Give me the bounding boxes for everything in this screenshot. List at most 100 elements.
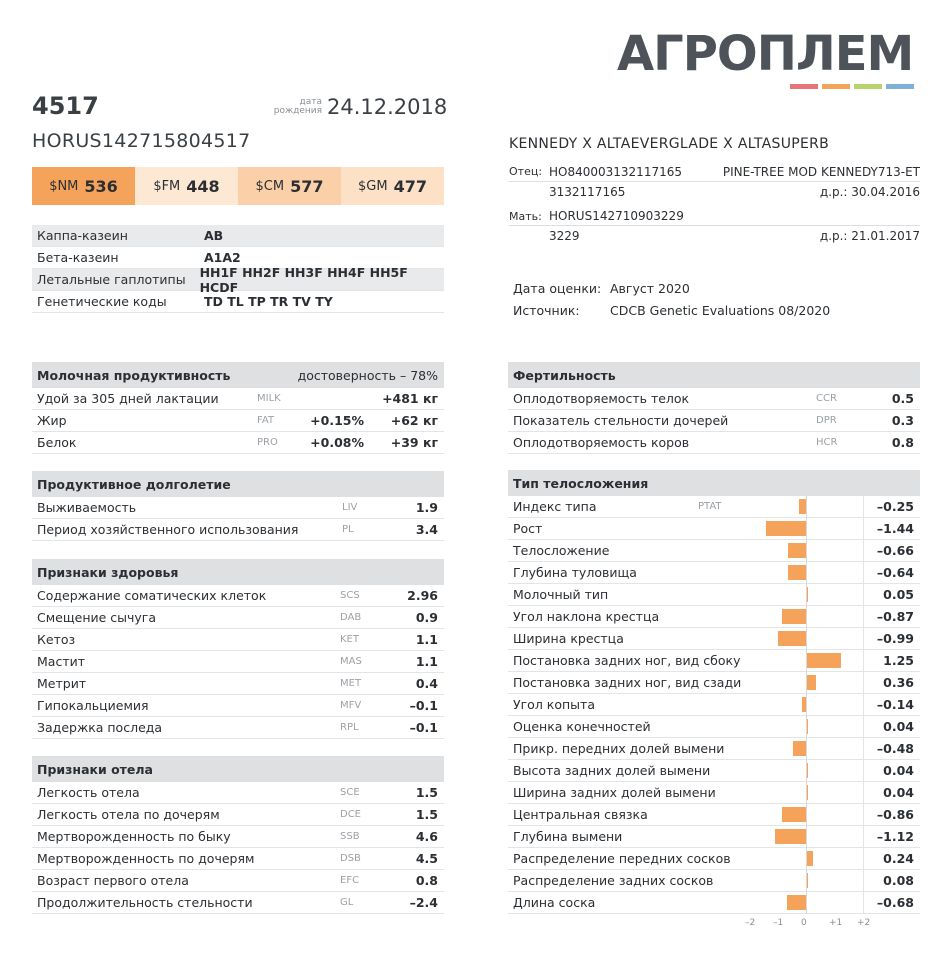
section-header: Тип телосложения xyxy=(508,470,920,496)
trait-name: Задержка последа xyxy=(37,720,163,735)
trait-row: Удой за 305 дней лактации MILK +481 кг xyxy=(32,388,444,410)
trait-name: Глубина вымени xyxy=(513,829,623,844)
trait-code: FAT xyxy=(257,415,275,426)
trait-row: Возраст первого отела EFC 0.8 xyxy=(32,870,444,892)
trait-value: 0.04 xyxy=(883,719,914,734)
conformation-row: Оценка конечностей 0.04 xyxy=(508,716,920,738)
trait-row: Мертворожденность по быку SSB 4.6 xyxy=(32,826,444,848)
trait-row: Содержание соматических клеток SCS 2.96 xyxy=(32,585,444,607)
genetics-table: Каппа-казеин AB Бета-казеин A1A2 Летальные г… xyxy=(32,225,444,313)
genetics-value: A1A2 xyxy=(204,250,241,265)
health-section: Признаки здоровья Содержание соматических… xyxy=(32,559,444,739)
trait-row: Мертворожденность по дочерям DSB 4.5 xyxy=(32,848,444,870)
trait-name: Метрит xyxy=(37,676,87,691)
trait-code: MET xyxy=(340,678,362,689)
trait-row: Метрит MET 0.4 xyxy=(32,673,444,695)
trait-code: DAB xyxy=(340,612,362,623)
trait-code: GL xyxy=(340,897,354,908)
conformation-row: Постановка задних ног, вид сбоку 1.25 xyxy=(508,650,920,672)
trait-name: Распределение передних сосков xyxy=(513,851,731,866)
section-title: Продуктивное долголетие xyxy=(37,476,231,492)
conformation-bar xyxy=(778,631,806,646)
trait-name: Угол наклона крестца xyxy=(513,609,660,624)
index-3: $GM 477 xyxy=(341,167,444,205)
sire-block: Отец: HO840003132117165 PINE-TREE MOD KENN… xyxy=(509,165,920,199)
trait-value: +481 кг xyxy=(382,391,438,406)
trait-name: Белок xyxy=(37,435,77,450)
trait-name: Жир xyxy=(37,413,67,428)
trait-value: 0.08 xyxy=(883,873,914,888)
trait-name: Угол копыта xyxy=(513,697,595,712)
trait-name: Высота задних долей вымени xyxy=(513,763,711,778)
axis-tick-label: +1 xyxy=(829,918,843,928)
trait-value: 0.3 xyxy=(891,413,914,428)
sire-name: PINE-TREE MOD KENNEDY713-ET xyxy=(722,165,920,179)
trait-value: –1.12 xyxy=(876,829,914,844)
trait-name: Центральная связка xyxy=(513,807,648,822)
axis-tick-label: –1 xyxy=(773,918,784,928)
section-title: Признаки здоровья xyxy=(37,564,179,580)
conformation-bar xyxy=(774,829,806,844)
trait-name: Телосложение xyxy=(513,543,610,558)
trait-value: –0.1 xyxy=(409,698,438,713)
index-name: $GM xyxy=(358,178,388,194)
trait-value: +62 кг xyxy=(390,413,438,428)
stripe-red xyxy=(790,84,818,89)
conformation-section: Тип телосложения Индекс типа PTAT –0.25 Рост… xyxy=(508,470,920,928)
conformation-row: Телосложение –0.66 xyxy=(508,540,920,562)
conformation-bar xyxy=(781,609,806,624)
trait-code: HCR xyxy=(816,437,838,448)
trait-value: –0.48 xyxy=(876,741,914,756)
trait-code: MAS xyxy=(340,656,362,667)
trait-row: Кетоз KET 1.1 xyxy=(32,629,444,651)
trait-row: Мастит MAS 1.1 xyxy=(32,651,444,673)
trait-code: PRO xyxy=(257,437,278,448)
trait-name: Глубина туловища xyxy=(513,565,637,580)
trait-value: 1.1 xyxy=(415,632,438,647)
animal-id: 4517 xyxy=(32,92,99,120)
genetics-label: Генетические коды xyxy=(37,294,167,309)
section-title: Признаки отела xyxy=(37,761,153,777)
dob-label: дата рождения xyxy=(273,97,322,116)
trait-value: 3.4 xyxy=(415,522,438,537)
stripe-orange xyxy=(822,84,850,89)
trait-code: SCS xyxy=(340,590,360,601)
genetics-value: AB xyxy=(204,228,224,243)
trait-name: Рост xyxy=(513,521,543,536)
section-header: Признаки отела xyxy=(32,756,444,782)
section-title: Фертильность xyxy=(513,367,616,383)
section-header: Фертильность xyxy=(508,362,920,388)
axis-tick-label: 0 xyxy=(801,918,807,928)
trait-value: 0.9 xyxy=(415,610,438,625)
conformation-row: Высота задних долей вымени 0.04 xyxy=(508,760,920,782)
index-bar: $NM 536 $FM 448 $CM 577 $GM 477 xyxy=(32,167,444,205)
trait-code: RPL xyxy=(340,722,359,733)
trait-value: –0.1 xyxy=(409,720,438,735)
dam-block: Мать: HORUS142710903229 3229 д.р.: 21.01.2… xyxy=(509,209,920,243)
trait-name: Прикр. передних долей вымени xyxy=(513,741,725,756)
trait-code: MILK xyxy=(257,393,281,404)
trait-code: LIV xyxy=(342,502,358,513)
trait-row: Белок PRO +0.08% +39 кг xyxy=(32,432,444,454)
milk-section: Молочная продуктивность достоверность – 7… xyxy=(32,362,444,454)
conformation-row: Постановка задних ног, вид сзади 0.36 xyxy=(508,672,920,694)
trait-row: Легкость отела по дочерям DCE 1.5 xyxy=(32,804,444,826)
trait-percent: +0.08% xyxy=(310,435,364,450)
conformation-row: Ширина крестца –0.99 xyxy=(508,628,920,650)
section-title: Тип телосложения xyxy=(513,475,649,491)
dam-reg: HORUS142710903229 xyxy=(549,209,684,223)
conformation-row: Молочный тип 0.05 xyxy=(508,584,920,606)
trait-code: CCR xyxy=(816,393,837,404)
trait-percent: +0.15% xyxy=(310,413,364,428)
fertility-section: Фертильность Оплодотворяемость телок CCR 0.… xyxy=(508,362,920,454)
section-header: Продуктивное долголетие xyxy=(32,471,444,497)
chart-zero-line xyxy=(806,496,807,914)
index-0: $NM 536 xyxy=(32,167,135,205)
calving-section: Признаки отела Легкость отела SCE 1.5 Легкос… xyxy=(32,756,444,914)
trait-value: 0.04 xyxy=(883,785,914,800)
trait-row: Жир FAT +0.15% +62 кг xyxy=(32,410,444,432)
index-value: 448 xyxy=(186,176,220,196)
dob-value: 24.12.2018 xyxy=(327,95,448,119)
trait-row: Гипокальциемия MFV –0.1 xyxy=(32,695,444,717)
index-1: $FM 448 xyxy=(135,167,238,205)
